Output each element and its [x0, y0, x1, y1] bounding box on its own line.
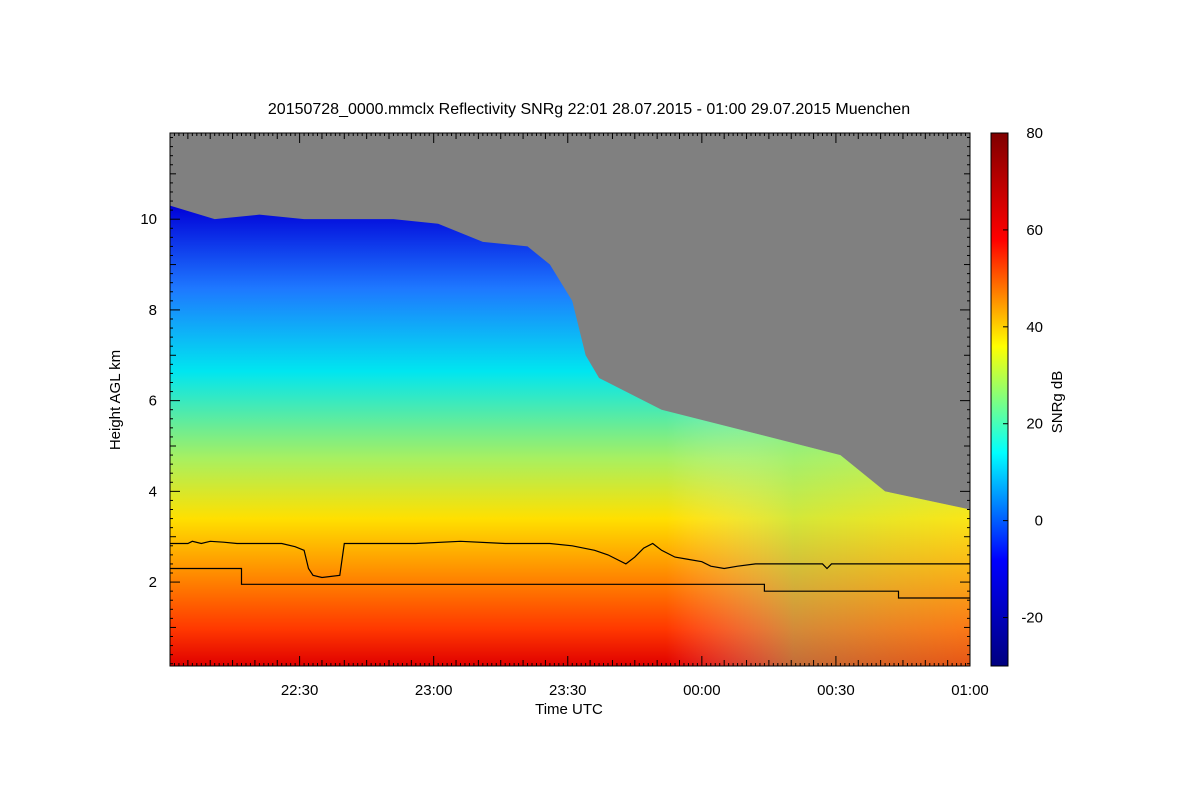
- series-line-2: [170, 567, 970, 599]
- chart-title: 20150728_0000.mmclx Reflectivity SNRg 22…: [268, 101, 910, 118]
- y-axis-ticks: 2 4 6 8 10: [140, 137, 970, 665]
- plot-area: [170, 133, 970, 666]
- y-tick-label: 8: [149, 302, 157, 319]
- x-axis-label: Time UTC: [535, 701, 603, 718]
- colorbar-ticks: -20 0 20 40 60 80: [1003, 125, 1043, 627]
- x-tick-label: 00:30: [817, 682, 855, 699]
- y-tick-label: 4: [149, 483, 157, 500]
- colorbar-tick-label: 80: [1026, 125, 1043, 142]
- plot-frame: [169, 132, 971, 667]
- x-axis-ticks: 22:30 23:00 23:30 00:00 00:30 01:00: [173, 133, 989, 699]
- x-tick-label: 01:00: [951, 682, 989, 699]
- x-tick-label: 23:30: [549, 682, 587, 699]
- x-tick-label: 00:00: [683, 682, 721, 699]
- y-tick-label: 10: [140, 211, 157, 228]
- series-lines: [170, 540, 970, 599]
- colorbar-tick-label: 20: [1026, 416, 1043, 433]
- x-tick-label: 22:30: [281, 682, 319, 699]
- y-tick-label: 2: [149, 574, 157, 591]
- x-tick-label: 23:00: [415, 682, 453, 699]
- colorbar-label: SNRg dB: [1049, 371, 1066, 434]
- series-line-1: [170, 540, 970, 579]
- y-tick-label: 6: [149, 393, 157, 410]
- colorbar: [990, 132, 1009, 667]
- y-axis-label: Height AGL km: [107, 350, 124, 450]
- colorbar-tick-label: 40: [1026, 319, 1043, 336]
- echo-region-fade: [170, 205, 970, 666]
- colorbar-tick-label: 0: [1035, 513, 1043, 530]
- colorbar-tick-label: 60: [1026, 222, 1043, 239]
- colorbar-tick-label: -20: [1021, 610, 1043, 627]
